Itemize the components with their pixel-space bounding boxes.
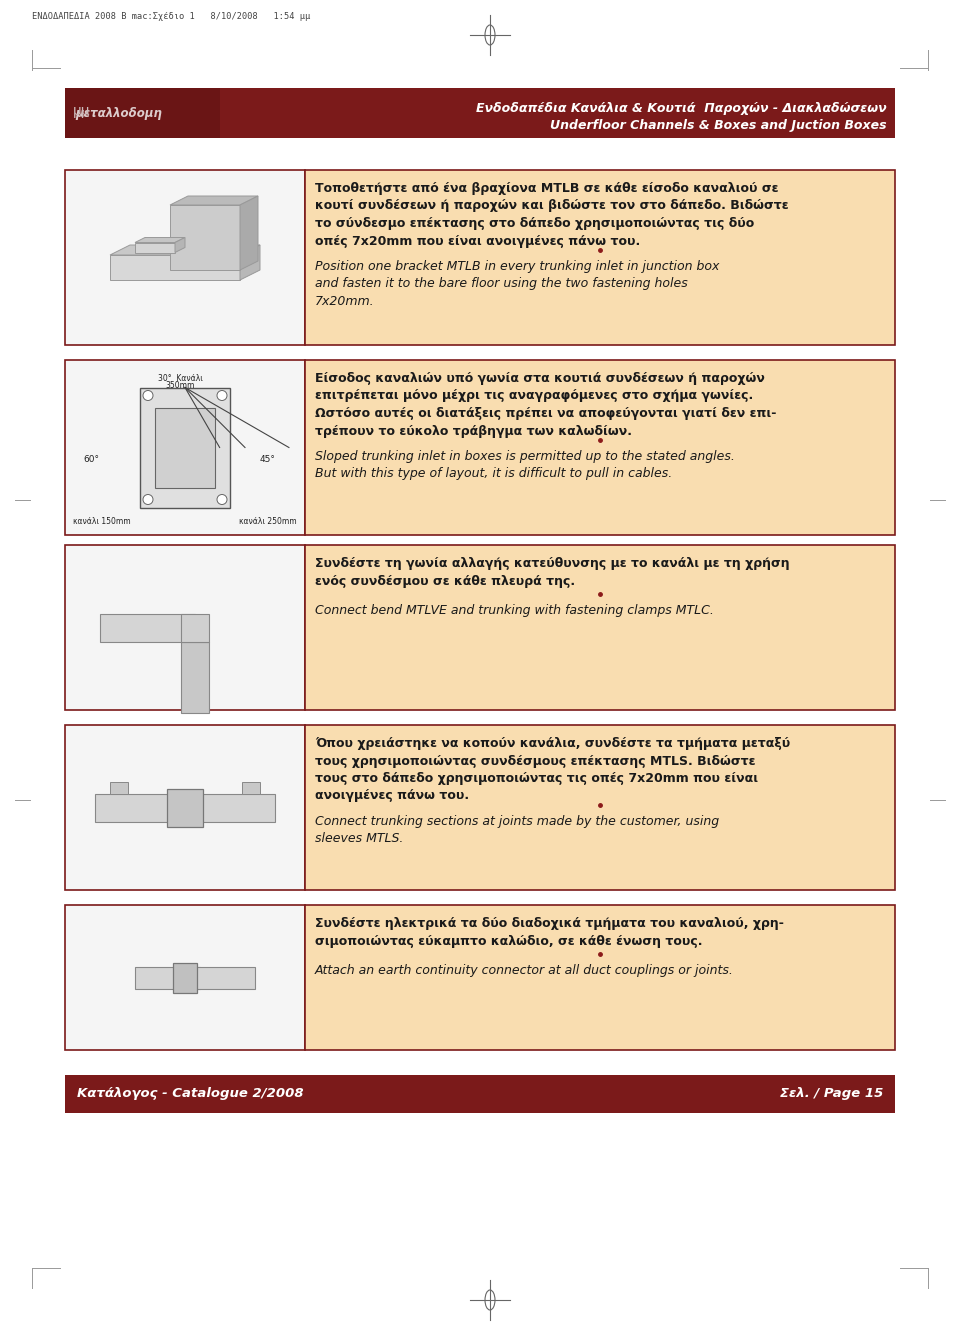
Text: Σελ. / Page 15: Σελ. / Page 15 bbox=[780, 1088, 883, 1101]
Polygon shape bbox=[100, 614, 195, 641]
Polygon shape bbox=[135, 238, 185, 243]
Text: Συνδέστε τη γωνία αλλαγής κατεύθυνσης με το κανάλι με τη χρήση
ενός συνδέσμου σε: Συνδέστε τη γωνία αλλαγής κατεύθυνσης με… bbox=[315, 556, 790, 587]
Circle shape bbox=[143, 494, 153, 505]
Text: Ενδοδαπέδια Κανάλια & Κουτιά  Παροχών - Διακλαδώσεων: Ενδοδαπέδια Κανάλια & Κουτιά Παροχών - Δ… bbox=[476, 102, 887, 116]
Circle shape bbox=[143, 390, 153, 401]
Bar bbox=[65, 360, 305, 535]
Circle shape bbox=[217, 494, 227, 505]
Polygon shape bbox=[110, 244, 260, 255]
Polygon shape bbox=[240, 244, 260, 280]
Text: Underfloor Channels & Boxes and Juction Boxes: Underfloor Channels & Boxes and Juction … bbox=[550, 120, 887, 131]
Text: Connect bend MTLVE and trunking with fastening clamps MTLC.: Connect bend MTLVE and trunking with fas… bbox=[315, 604, 714, 618]
Text: 30°  Κανάλι: 30° Κανάλι bbox=[157, 374, 203, 382]
Polygon shape bbox=[110, 781, 128, 794]
Bar bbox=[135, 967, 200, 988]
Bar bbox=[173, 963, 197, 992]
Polygon shape bbox=[110, 255, 240, 280]
Bar bbox=[65, 1074, 895, 1113]
Bar bbox=[167, 789, 203, 826]
Bar bbox=[305, 170, 895, 345]
Text: μεταλλοδομη: μεταλλοδομη bbox=[75, 106, 162, 120]
Text: Sloped trunking inlet in boxes is permitted up to the stated angles.
But with th: Sloped trunking inlet in boxes is permit… bbox=[315, 450, 734, 481]
Bar bbox=[65, 170, 305, 345]
Text: κανάλι 150mm: κανάλι 150mm bbox=[73, 517, 131, 526]
Polygon shape bbox=[181, 614, 209, 641]
Polygon shape bbox=[135, 243, 175, 252]
Text: Όπου χρειάστηκε να κοπούν κανάλια, συνδέστε τα τμήματα μεταξύ
τους χρησιμοποιώντ: Όπου χρειάστηκε να κοπούν κανάλια, συνδέ… bbox=[315, 737, 790, 802]
Bar bbox=[65, 544, 305, 710]
Polygon shape bbox=[175, 238, 185, 252]
Text: Κατάλογος - Catalogue 2/2008: Κατάλογος - Catalogue 2/2008 bbox=[77, 1088, 303, 1101]
Bar bbox=[155, 408, 215, 487]
Bar bbox=[305, 544, 895, 710]
Text: Είσοδος καναλιών υπό γωνία στα κουτιά συνδέσεων ή παροχών
επιτρέπεται μόνο μέχρι: Είσοδος καναλιών υπό γωνία στα κουτιά συ… bbox=[315, 372, 777, 437]
Bar bbox=[305, 360, 895, 535]
Bar bbox=[190, 967, 255, 988]
Bar bbox=[305, 725, 895, 890]
Text: Attach an earth continuity connector at all duct couplings or joints.: Attach an earth continuity connector at … bbox=[315, 964, 733, 977]
Polygon shape bbox=[133, 955, 247, 991]
Bar bbox=[140, 388, 230, 507]
Text: μμ: μμ bbox=[73, 104, 90, 118]
Text: Συνδέστε ηλεκτρικά τα δύο διαδοχικά τμήματα του καναλιού, χρη-
σιμοποιώντας εύκα: Συνδέστε ηλεκτρικά τα δύο διαδοχικά τμήμ… bbox=[315, 918, 784, 947]
Polygon shape bbox=[240, 197, 258, 270]
Bar bbox=[305, 904, 895, 1050]
Bar bbox=[65, 88, 895, 138]
Text: κανάλι 250mm: κανάλι 250mm bbox=[239, 517, 297, 526]
Text: 45°: 45° bbox=[259, 456, 275, 463]
Circle shape bbox=[217, 390, 227, 401]
Bar bbox=[65, 88, 220, 138]
Polygon shape bbox=[170, 197, 258, 205]
Text: Τοποθετήστε από ένα βραχίονα MTLB σε κάθε είσοδο καναλιού σε
κουτί συνδέσεων ή π: Τοποθετήστε από ένα βραχίονα MTLB σε κάθ… bbox=[315, 182, 788, 247]
Text: Position one bracket MTLB in every trunking inlet in junction box
and fasten it : Position one bracket MTLB in every trunk… bbox=[315, 260, 719, 308]
Text: 350mm: 350mm bbox=[165, 381, 195, 390]
Polygon shape bbox=[170, 205, 240, 270]
Polygon shape bbox=[181, 641, 209, 713]
Text: Connect trunking sections at joints made by the customer, using
sleeves MTLS.: Connect trunking sections at joints made… bbox=[315, 815, 719, 846]
Text: 60°: 60° bbox=[83, 456, 99, 463]
Text: ENΔΟΔΑΠΕΔΙΑ 2008 Β mac:Σχέδιο 1   8/10/2008   1:54 μμ: ENΔΟΔΑΠΕΔΙΑ 2008 Β mac:Σχέδιο 1 8/10/200… bbox=[32, 12, 310, 21]
Bar bbox=[65, 725, 305, 890]
Polygon shape bbox=[242, 781, 260, 794]
Bar bbox=[65, 904, 305, 1050]
Polygon shape bbox=[95, 794, 275, 822]
